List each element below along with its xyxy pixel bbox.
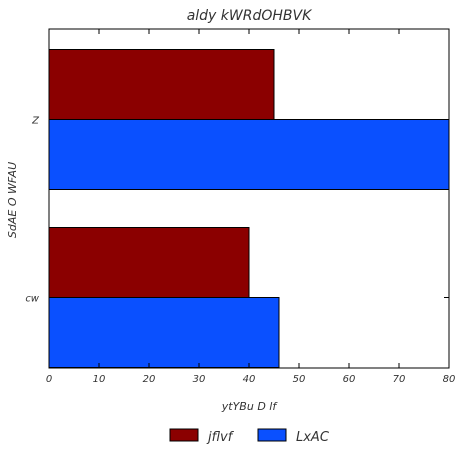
y-tick-label: Z xyxy=(31,116,40,127)
x-tick-label: 30 xyxy=(193,374,206,385)
x-tick-label: 0 xyxy=(46,374,52,385)
x-tick-label: 20 xyxy=(143,374,156,385)
bars-layer xyxy=(48,49,450,368)
y-axis-label: SdAE O WFAU xyxy=(6,162,19,238)
bar-jflvf-Z xyxy=(48,49,275,120)
x-tick-label: 80 xyxy=(443,374,456,385)
bar-jflvf-cw xyxy=(48,227,250,298)
legend-label-jflvf: jflvf xyxy=(206,430,235,445)
x-axis-label: ytYBu D lf xyxy=(221,400,279,413)
bar-LxAC-cw xyxy=(48,297,280,368)
x-tick-label: 40 xyxy=(243,374,256,385)
ticks-layer: 0 10 20 30 40 50 60 70 80 Zcw xyxy=(25,29,455,385)
legend-swatch-jflvf xyxy=(169,428,199,442)
x-tick-label: 50 xyxy=(293,374,306,385)
bar-LxAC-Z xyxy=(48,119,450,190)
legend: jflvf LxAC xyxy=(169,428,330,445)
y-tick-label: cw xyxy=(25,294,39,305)
x-tick-label: 70 xyxy=(393,374,406,385)
x-tick-label: 10 xyxy=(93,374,106,385)
x-tick-label: 60 xyxy=(343,374,356,385)
chart-title: aldy kWRdOHBVK xyxy=(187,8,313,24)
legend-label-LxAC: LxAC xyxy=(296,430,330,445)
legend-swatch-LxAC xyxy=(257,428,287,442)
